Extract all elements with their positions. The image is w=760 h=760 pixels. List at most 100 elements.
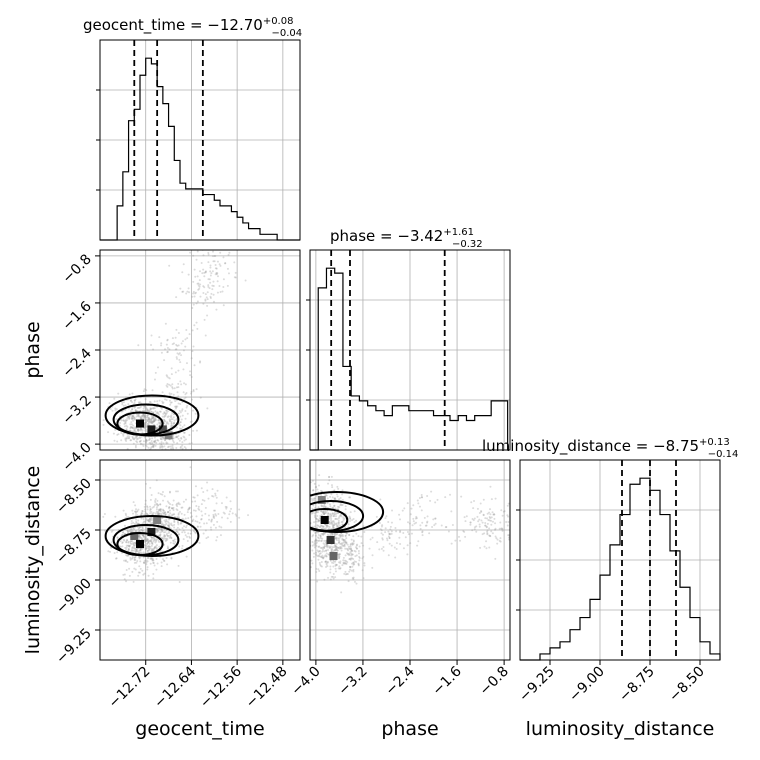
sample-point — [339, 497, 342, 500]
sample-point — [333, 549, 336, 552]
sample-point — [162, 538, 165, 541]
sample-point — [337, 537, 340, 540]
sample-point — [145, 430, 148, 433]
sample-point — [334, 567, 337, 570]
sample-point — [186, 535, 189, 538]
sample-point — [184, 410, 187, 413]
sample-point — [127, 450, 129, 452]
sample-point — [156, 513, 159, 516]
sample-point — [196, 300, 199, 303]
sample-point — [186, 404, 189, 407]
sample-point — [177, 564, 180, 567]
sample-point — [186, 412, 189, 415]
sample-point — [214, 492, 217, 495]
sample-point — [116, 440, 119, 443]
density-bin — [320, 516, 329, 524]
sample-point — [342, 561, 345, 564]
sample-point — [165, 442, 168, 445]
sample-point — [137, 550, 140, 553]
sample-point — [316, 524, 319, 527]
sample-point — [301, 516, 303, 518]
sample-point — [144, 436, 147, 439]
sample-point — [175, 356, 178, 359]
sample-point — [350, 569, 353, 572]
sample-point — [130, 542, 133, 545]
sample-point — [141, 431, 144, 434]
sample-point — [326, 560, 329, 563]
sample-point — [141, 529, 144, 532]
sample-point — [346, 573, 349, 576]
sample-point — [199, 360, 202, 363]
sample-point — [244, 279, 247, 282]
sample-point — [312, 489, 315, 492]
sample-point — [444, 526, 447, 529]
sample-point — [216, 280, 219, 283]
sample-point — [388, 536, 391, 539]
contour-level — [310, 491, 385, 533]
sample-point — [163, 534, 166, 537]
sample-point — [316, 518, 319, 521]
sample-point — [164, 412, 167, 415]
sample-point — [388, 533, 391, 536]
sample-point — [416, 544, 419, 547]
sample-point — [323, 513, 326, 516]
sample-point — [313, 552, 316, 555]
sample-point — [143, 427, 146, 430]
sample-point — [380, 547, 383, 550]
sample-point — [141, 547, 144, 550]
sample-point — [153, 547, 156, 550]
sample-point — [160, 508, 163, 511]
sample-point — [168, 491, 171, 494]
sample-point — [325, 555, 328, 558]
sample-point — [166, 534, 169, 537]
sample-point — [501, 528, 504, 531]
sample-point — [127, 516, 130, 519]
sample-point — [426, 515, 429, 518]
sample-point — [178, 503, 181, 506]
sample-point — [153, 423, 156, 426]
sample-point — [338, 547, 341, 550]
sample-point — [203, 522, 206, 525]
sample-point — [138, 565, 141, 568]
sample-point — [154, 418, 157, 421]
sample-point — [387, 554, 390, 557]
sample-point — [330, 493, 333, 496]
hist-panel-luminosity_distance — [516, 459, 721, 661]
sample-point — [167, 501, 170, 504]
sample-point — [352, 561, 355, 564]
sample-point — [130, 417, 133, 420]
sample-point — [344, 505, 347, 508]
sample-point — [181, 531, 184, 534]
sample-point — [192, 389, 195, 392]
sample-point — [353, 560, 356, 563]
sample-point — [139, 439, 142, 442]
sample-point — [113, 552, 116, 555]
sample-point — [129, 423, 132, 426]
sample-point — [137, 429, 140, 432]
sample-point — [182, 263, 185, 266]
sample-point — [143, 425, 146, 428]
sample-point — [144, 539, 147, 542]
sample-point — [486, 529, 489, 532]
sample-point — [137, 437, 140, 440]
sample-point — [478, 523, 481, 526]
sample-point — [472, 507, 475, 510]
sample-point — [207, 284, 210, 287]
sample-point — [198, 285, 201, 288]
sample-point — [327, 512, 330, 515]
sample-point — [140, 428, 143, 431]
sample-point — [102, 419, 105, 422]
sample-point — [120, 410, 123, 413]
sample-point — [322, 532, 325, 535]
sample-point — [156, 499, 159, 502]
sample-point — [408, 522, 411, 525]
sample-point — [338, 515, 341, 518]
sample-point — [225, 506, 228, 509]
sample-point — [210, 292, 213, 295]
sample-point — [110, 530, 113, 533]
sample-point — [353, 563, 356, 566]
sample-point — [205, 296, 208, 299]
sample-point — [238, 516, 241, 519]
sample-point — [157, 503, 160, 506]
sample-point — [194, 485, 197, 488]
